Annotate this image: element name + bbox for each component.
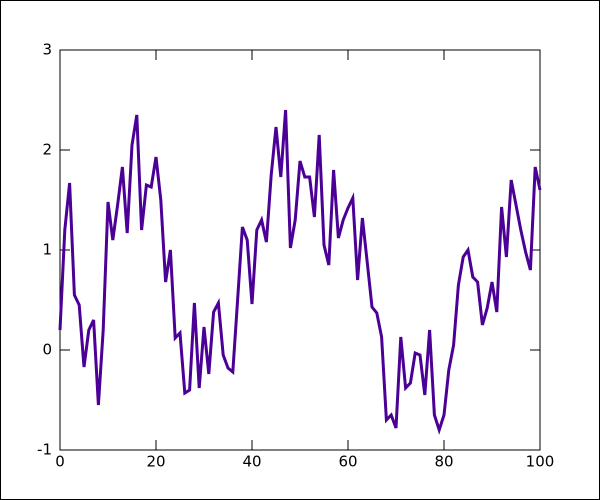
x-tick-label: 0 bbox=[55, 453, 65, 471]
x-tick-label: 60 bbox=[338, 453, 357, 471]
x-tick-label: 80 bbox=[434, 453, 453, 471]
x-tick-label: 40 bbox=[242, 453, 261, 471]
y-tick-label: 3 bbox=[42, 41, 52, 59]
y-tick-label: 2 bbox=[42, 141, 52, 159]
y-tick-label: 1 bbox=[42, 241, 52, 259]
x-tick-label: 100 bbox=[526, 453, 555, 471]
x-tick-label: 20 bbox=[146, 453, 165, 471]
y-tick-label: -1 bbox=[37, 441, 52, 459]
y-tick-label: 0 bbox=[42, 341, 52, 359]
data-line bbox=[58, 109, 542, 435]
